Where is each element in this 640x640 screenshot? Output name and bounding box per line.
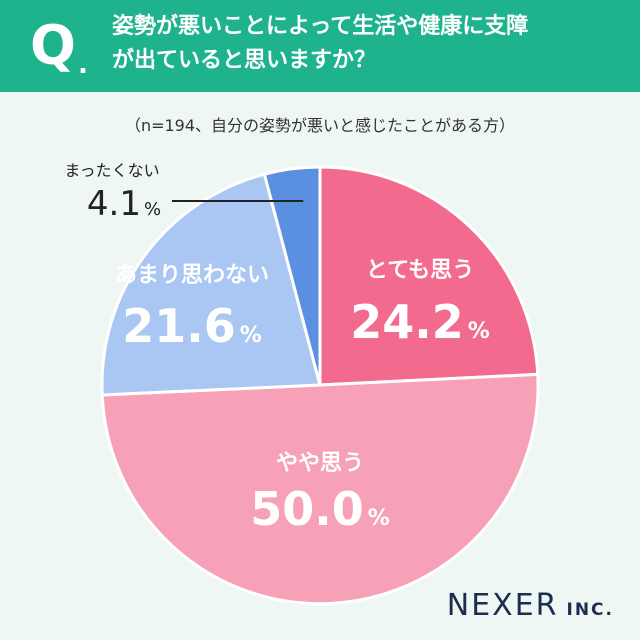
slice-label: とても思う [366,258,474,283]
question-line-2: が出ていると思いますか？ [112,48,377,73]
slice-value: 21.6% [122,299,262,353]
brand-name: NEXER [446,588,559,623]
slice-value: 24.2% [350,295,490,349]
slice-value: 4.1% [87,184,161,224]
brand-suffix: INC. [566,600,614,620]
sample-note: （n=194、自分の姿勢が悪いと感じたことがある方） [124,116,516,135]
question-header: Q . 姿勢が悪いことによって生活や健康に支障 が出ていると思いますか？ [0,0,640,92]
slice-label: まったくない [64,161,159,180]
slice-totemo [318,165,540,387]
question-line-1: 姿勢が悪いことによって生活や健康に支障 [112,14,529,39]
slice-label: やや思う [276,451,364,476]
slice-label: あまり思わない [115,263,269,288]
q-dot: . [78,50,88,80]
slice-value: 50.0% [250,482,390,536]
slice-mattaku [262,165,322,386]
slice-amari [100,172,322,397]
question-text: 姿勢が悪いことによって生活や健康に支障 が出ていると思いますか？ [112,10,622,78]
brand-logo: NEXER INC. [447,588,614,623]
q-mark: Q [30,14,76,77]
slice-yaya [100,372,540,606]
